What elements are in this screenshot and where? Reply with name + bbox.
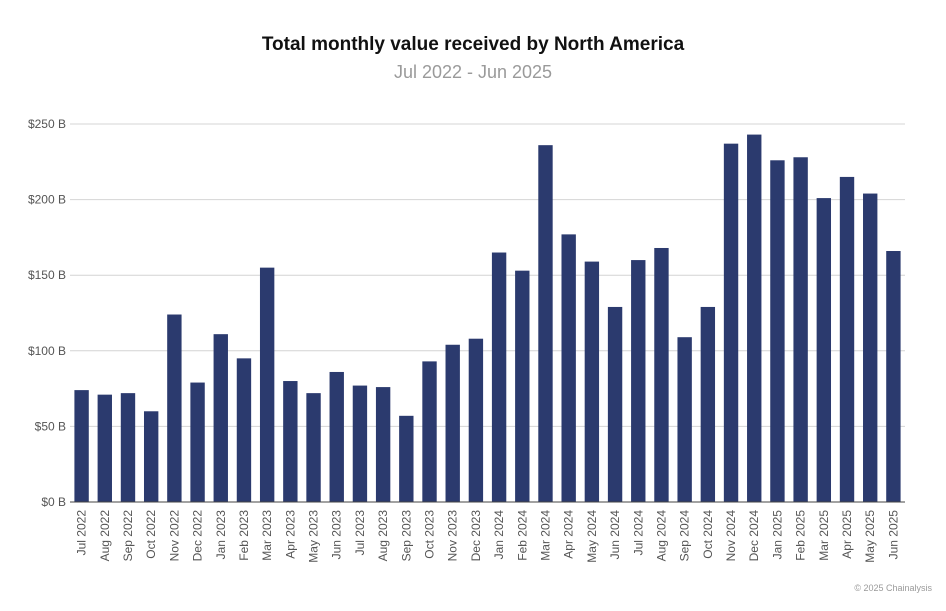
bar xyxy=(723,143,739,502)
x-tick-label: Sep 2024 xyxy=(678,510,692,562)
bar xyxy=(375,387,391,502)
x-tick-label: Mar 2024 xyxy=(538,510,552,561)
bar xyxy=(143,411,159,502)
x-tick-label: Nov 2023 xyxy=(446,510,460,562)
x-tick-label: Jul 2022 xyxy=(75,510,89,556)
x-tick-label: Feb 2024 xyxy=(515,510,529,561)
x-tick-label: Oct 2023 xyxy=(423,510,437,559)
x-tick-label: Nov 2022 xyxy=(167,510,181,562)
bar xyxy=(306,393,321,502)
bar xyxy=(839,176,855,503)
x-axis-ticks: Jul 2022 Aug 2022 Sep 2022 Oct 2022 Nov 2022… xyxy=(75,510,901,563)
bar xyxy=(538,145,553,502)
bar xyxy=(190,382,205,502)
x-tick-label: Feb 2023 xyxy=(237,510,251,561)
x-tick-label: May 2023 xyxy=(307,510,321,563)
y-axis-ticks: $0 B $50 B $100 B $150 B $200 B $250 B xyxy=(28,117,66,509)
bar xyxy=(422,361,437,502)
bar xyxy=(283,381,298,502)
x-tick-label: Jan 2024 xyxy=(492,510,506,560)
bar xyxy=(654,247,669,502)
x-tick-label: Jun 2024 xyxy=(608,510,622,560)
bar xyxy=(793,157,808,502)
x-tick-label: Jun 2025 xyxy=(886,510,900,560)
x-tick-label: Aug 2023 xyxy=(376,510,390,562)
x-tick-label: Jan 2023 xyxy=(214,510,228,560)
bar xyxy=(329,371,344,502)
x-tick-label: Oct 2024 xyxy=(701,510,715,559)
bar xyxy=(607,306,623,502)
x-tick-label: Mar 2023 xyxy=(260,510,274,561)
x-tick-label: Jan 2025 xyxy=(770,510,784,560)
x-tick-label: Sep 2022 xyxy=(121,510,135,562)
x-tick-label: Jul 2024 xyxy=(631,510,645,556)
bar xyxy=(259,267,275,502)
bar xyxy=(747,134,762,503)
x-tick-label: Sep 2023 xyxy=(399,510,413,562)
bar xyxy=(236,358,252,502)
x-tick-label: May 2024 xyxy=(585,510,599,563)
bar xyxy=(491,252,507,502)
x-tick-label: Mar 2025 xyxy=(817,510,831,561)
bar xyxy=(770,160,785,502)
x-tick-label: Apr 2025 xyxy=(840,510,854,559)
x-tick-label: Jun 2023 xyxy=(330,510,344,560)
y-tick-label: $200 B xyxy=(28,193,66,207)
bar xyxy=(120,393,136,502)
y-tick-label: $150 B xyxy=(28,268,66,282)
bar xyxy=(700,306,716,502)
y-tick-label: $0 B xyxy=(41,495,66,509)
y-tick-label: $250 B xyxy=(28,117,66,131)
bar xyxy=(97,394,112,502)
x-tick-label: Feb 2025 xyxy=(794,510,808,561)
x-tick-label: Dec 2024 xyxy=(747,510,761,562)
x-tick-label: Apr 2024 xyxy=(562,510,576,559)
chart-title: Total monthly value received by North Am… xyxy=(261,34,685,55)
bar xyxy=(677,337,692,502)
bar xyxy=(468,338,484,502)
bar xyxy=(167,314,182,502)
bar xyxy=(515,270,530,502)
bar xyxy=(816,198,832,502)
x-tick-label: Oct 2022 xyxy=(144,510,158,559)
bar xyxy=(584,261,600,502)
credit-text: © 2025 Chainalysis xyxy=(854,583,932,593)
bar xyxy=(631,260,646,502)
x-tick-label: Aug 2024 xyxy=(654,510,668,562)
x-tick-label: Apr 2023 xyxy=(283,510,297,559)
x-tick-label: Dec 2023 xyxy=(469,510,483,562)
x-tick-label: Aug 2022 xyxy=(98,510,112,562)
y-tick-label: $50 B xyxy=(35,419,66,433)
x-tick-label: Dec 2022 xyxy=(191,510,205,562)
bars xyxy=(74,134,901,503)
chart-subtitle: Jul 2022 - Jun 2025 xyxy=(393,62,553,82)
bar xyxy=(886,251,901,502)
bar xyxy=(445,344,460,502)
bar xyxy=(863,193,878,502)
x-tick-label: Jul 2023 xyxy=(353,510,367,556)
x-tick-label: Nov 2024 xyxy=(724,510,738,562)
bar xyxy=(213,334,228,502)
gridlines xyxy=(70,123,905,427)
bar xyxy=(352,385,368,502)
x-tick-label: May 2025 xyxy=(863,510,877,563)
y-tick-label: $100 B xyxy=(28,344,66,358)
bar xyxy=(399,415,414,502)
bar xyxy=(74,390,89,502)
bar xyxy=(561,234,576,502)
